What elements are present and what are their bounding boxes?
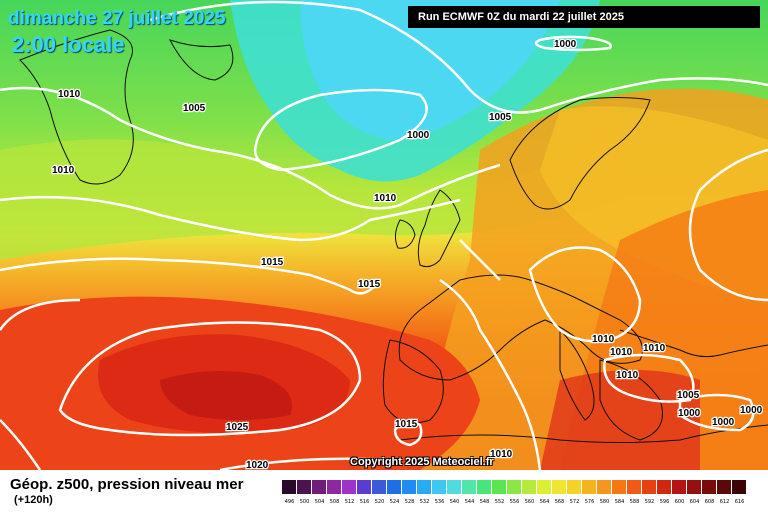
legend-label: 604 <box>689 499 700 505</box>
legend-label: 580 <box>599 499 610 505</box>
isobar-label: 1005 <box>489 112 512 123</box>
legend-label: 500 <box>299 499 310 505</box>
legend-swatch <box>522 480 537 494</box>
legend-swatch <box>702 480 717 494</box>
legend-label: 592 <box>644 499 655 505</box>
legend-swatch <box>402 480 417 494</box>
legend-label: 612 <box>719 499 730 505</box>
legend-swatch <box>447 480 462 494</box>
legend-label: 504 <box>314 499 325 505</box>
legend-label: 512 <box>344 499 355 505</box>
legend-swatch <box>657 480 672 494</box>
isobar-label: 1000 <box>407 130 430 141</box>
isobar-label: 1010 <box>592 334 615 345</box>
legend-swatch <box>357 480 372 494</box>
legend-label: 560 <box>524 499 535 505</box>
legend-label: 588 <box>629 499 640 505</box>
legend-label: 540 <box>449 499 460 505</box>
isobar-label: 1025 <box>226 422 249 433</box>
isobar-label: 1015 <box>358 279 381 290</box>
legend-label: 536 <box>434 499 445 505</box>
legend-swatch <box>567 480 582 494</box>
legend-label: 544 <box>464 499 475 505</box>
legend-label: 524 <box>389 499 400 505</box>
isobar-label: 1000 <box>740 405 763 416</box>
isobar-label: 1010 <box>643 343 666 354</box>
forecast-time: 2:00 locale <box>12 32 125 57</box>
legend-swatch <box>597 480 612 494</box>
legend-swatch <box>627 480 642 494</box>
legend-label: 548 <box>479 499 490 505</box>
isobar-label: 1000 <box>678 408 701 419</box>
legend-label: 520 <box>374 499 385 505</box>
weather-map: 1000 1000 1005 1005 1010 1010 1010 1015 … <box>0 0 768 470</box>
legend-label: 616 <box>734 499 745 505</box>
isobar-label: 1005 <box>183 103 206 114</box>
isobar-label: 1000 <box>712 417 735 428</box>
legend-swatch <box>282 480 297 494</box>
legend-swatch <box>717 480 732 494</box>
legend-panel: Géop. z500, pression niveau mer (+120h) … <box>0 470 768 512</box>
legend-swatch <box>687 480 702 494</box>
legend-swatch <box>477 480 492 494</box>
isobar-label: 1005 <box>677 390 700 401</box>
legend-label: 552 <box>494 499 505 505</box>
legend-label: 608 <box>704 499 715 505</box>
legend-swatch <box>492 480 507 494</box>
legend-swatch <box>387 480 402 494</box>
legend-swatch <box>732 480 747 494</box>
isobar-label: 1010 <box>58 89 81 100</box>
legend-label: 600 <box>674 499 685 505</box>
legend-swatch <box>582 480 597 494</box>
legend-label: 496 <box>284 499 295 505</box>
legend-swatch <box>372 480 387 494</box>
isobar-label: 1010 <box>610 347 633 358</box>
run-banner: Run ECMWF 0Z du mardi 22 juillet 2025 <box>408 6 760 28</box>
copyright: Copyright 2025 Meteociel.fr <box>350 456 494 468</box>
legend-label: 528 <box>404 499 415 505</box>
legend-swatch <box>612 480 627 494</box>
legend-label: 568 <box>554 499 565 505</box>
legend-label: 532 <box>419 499 430 505</box>
isobar-label: 1020 <box>246 460 269 470</box>
legend-label: 564 <box>539 499 550 505</box>
legend-swatch <box>432 480 447 494</box>
color-scale <box>282 480 747 494</box>
legend-swatch <box>462 480 477 494</box>
isobar-label: 1010 <box>374 193 397 204</box>
legend-label: 596 <box>659 499 670 505</box>
map-title: Géop. z500, pression niveau mer <box>10 476 244 493</box>
legend-label: 516 <box>359 499 370 505</box>
legend-label: 572 <box>569 499 580 505</box>
legend-swatch <box>297 480 312 494</box>
legend-label: 576 <box>584 499 595 505</box>
isobar-label: 1015 <box>395 419 418 430</box>
legend-swatch <box>417 480 432 494</box>
forecast-date: dimanche 27 juillet 2025 <box>8 8 226 29</box>
legend-label: 508 <box>329 499 340 505</box>
color-scale-labels: 496 500 504 508 512 516 520 524 528 532 536 540 544 5… <box>282 499 747 505</box>
lead-time: (+120h) <box>14 494 53 506</box>
legend-label: 556 <box>509 499 520 505</box>
isobar-label: 1010 <box>52 165 75 176</box>
legend-swatch <box>552 480 567 494</box>
legend-swatch <box>312 480 327 494</box>
legend-swatch <box>327 480 342 494</box>
legend-swatch <box>642 480 657 494</box>
legend-swatch <box>507 480 522 494</box>
legend-swatch <box>342 480 357 494</box>
legend-swatch <box>672 480 687 494</box>
isobar-label: 1000 <box>554 39 577 50</box>
legend-label: 584 <box>614 499 625 505</box>
isobar-label: 1010 <box>616 370 639 381</box>
isobar-label: 1015 <box>261 257 284 268</box>
isobar-label: 1010 <box>490 449 513 460</box>
legend-swatch <box>537 480 552 494</box>
